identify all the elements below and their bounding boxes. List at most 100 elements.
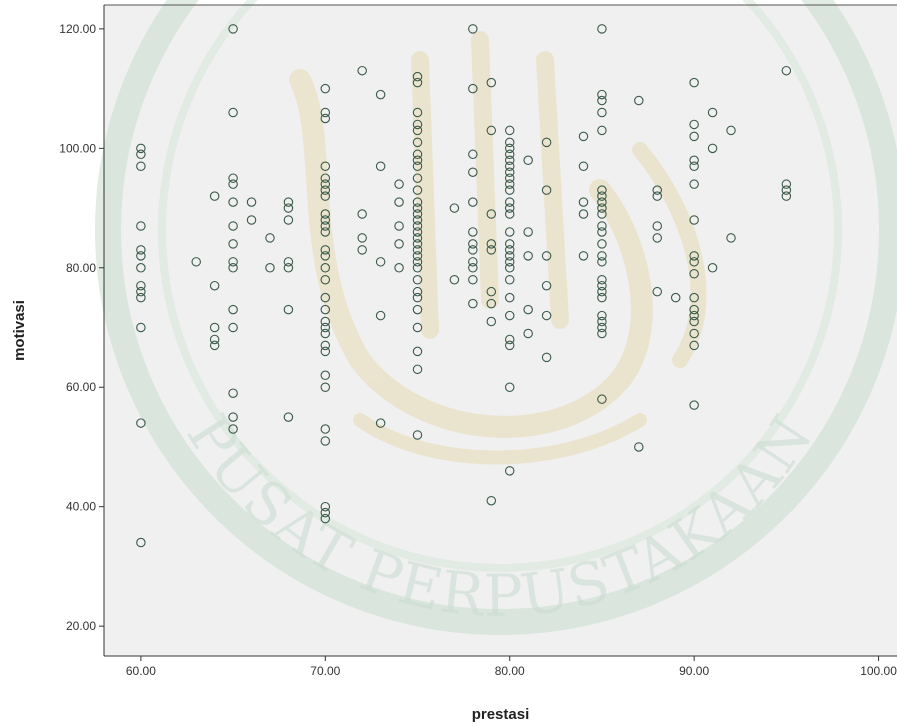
data-point: [634, 95, 644, 106]
data-point: [136, 251, 146, 261]
data-point: [541, 185, 552, 195]
data-point: [523, 304, 533, 315]
data-point: [597, 322, 607, 333]
data-point: [265, 263, 275, 273]
data-point: [468, 257, 478, 267]
data-point: [412, 239, 423, 249]
data-point: [781, 185, 792, 195]
data-point: [468, 263, 478, 273]
data-point: [597, 209, 607, 219]
data-point: [320, 436, 331, 446]
data-point: [283, 263, 294, 273]
watermark-ring: [95, 0, 897, 635]
data-point: [283, 412, 294, 422]
data-point: [412, 119, 423, 130]
data-point: [412, 107, 423, 118]
x-tick-label: 60.00: [126, 664, 156, 678]
data-point: [320, 513, 331, 524]
data-point: [412, 257, 423, 267]
data-point: [486, 125, 497, 136]
data-point: [468, 245, 478, 255]
data-point: [468, 149, 478, 160]
data-point: [394, 221, 404, 231]
data-point: [412, 286, 423, 297]
data-point: [504, 143, 515, 154]
data-point: [375, 161, 386, 172]
data-point: [504, 173, 515, 183]
data-point: [541, 280, 552, 291]
data-point: [597, 274, 607, 285]
data-point: [283, 197, 294, 207]
data-point: [689, 179, 699, 189]
data-point: [468, 274, 478, 285]
data-point: [228, 24, 238, 34]
data-point: [228, 263, 238, 273]
data-point: [375, 310, 386, 321]
data-point: [412, 227, 423, 237]
data-point: [283, 215, 294, 225]
data-point: [468, 298, 478, 309]
data-point: [136, 280, 146, 291]
data-point: [504, 340, 515, 351]
data-point: [707, 107, 718, 118]
data-point: [228, 239, 238, 249]
data-point: [320, 191, 331, 201]
data-point: [209, 340, 220, 351]
data-point: [412, 209, 423, 219]
y-tick-label: 80.00: [66, 261, 96, 275]
data-point: [597, 227, 607, 237]
data-point: [209, 322, 220, 333]
data-point: [578, 161, 589, 172]
watermark-inner-ring: [158, 0, 842, 572]
data-point: [781, 65, 792, 76]
data-point: [504, 179, 515, 189]
data-point: [504, 161, 515, 172]
data-point: [504, 149, 515, 160]
data-point: [541, 137, 552, 148]
data-point: [228, 107, 238, 118]
y-tick-label: 120.00: [59, 22, 96, 36]
data-point: [320, 424, 331, 434]
data-point: [320, 316, 331, 327]
data-point: [228, 197, 238, 207]
data-point: [412, 155, 423, 166]
data-point: [375, 257, 386, 267]
data-point: [597, 239, 607, 249]
data-point: [689, 310, 699, 321]
data-point: [597, 203, 607, 213]
data-point: [486, 286, 497, 297]
data-point: [689, 328, 699, 339]
data-point: [357, 233, 367, 243]
data-point: [468, 227, 478, 237]
data-point: [320, 292, 331, 303]
data-point: [597, 292, 607, 303]
data-point: [597, 125, 607, 136]
data-point: [228, 304, 238, 315]
data-point: [523, 155, 533, 166]
data-point: [689, 304, 699, 315]
watermark-calligraphy: [289, 31, 707, 465]
data-point: [652, 221, 663, 231]
data-point: [504, 310, 515, 321]
data-point: [652, 191, 663, 201]
data-point: [412, 203, 423, 213]
data-point: [320, 83, 331, 94]
data-point: [136, 322, 146, 333]
data-point: [689, 316, 699, 327]
data-point: [320, 245, 331, 255]
data-point: [228, 179, 238, 189]
data-point: [412, 161, 423, 172]
data-point: [320, 161, 331, 172]
data-point: [597, 107, 607, 118]
data-point: [320, 274, 331, 285]
data-point: [468, 24, 478, 34]
data-point: [781, 179, 792, 189]
data-point: [412, 149, 423, 160]
data-point: [283, 304, 294, 315]
data-point: [394, 263, 404, 273]
data-point: [412, 173, 423, 183]
data-point: [597, 197, 607, 207]
data-point: [136, 263, 146, 273]
data-point: [486, 209, 497, 219]
